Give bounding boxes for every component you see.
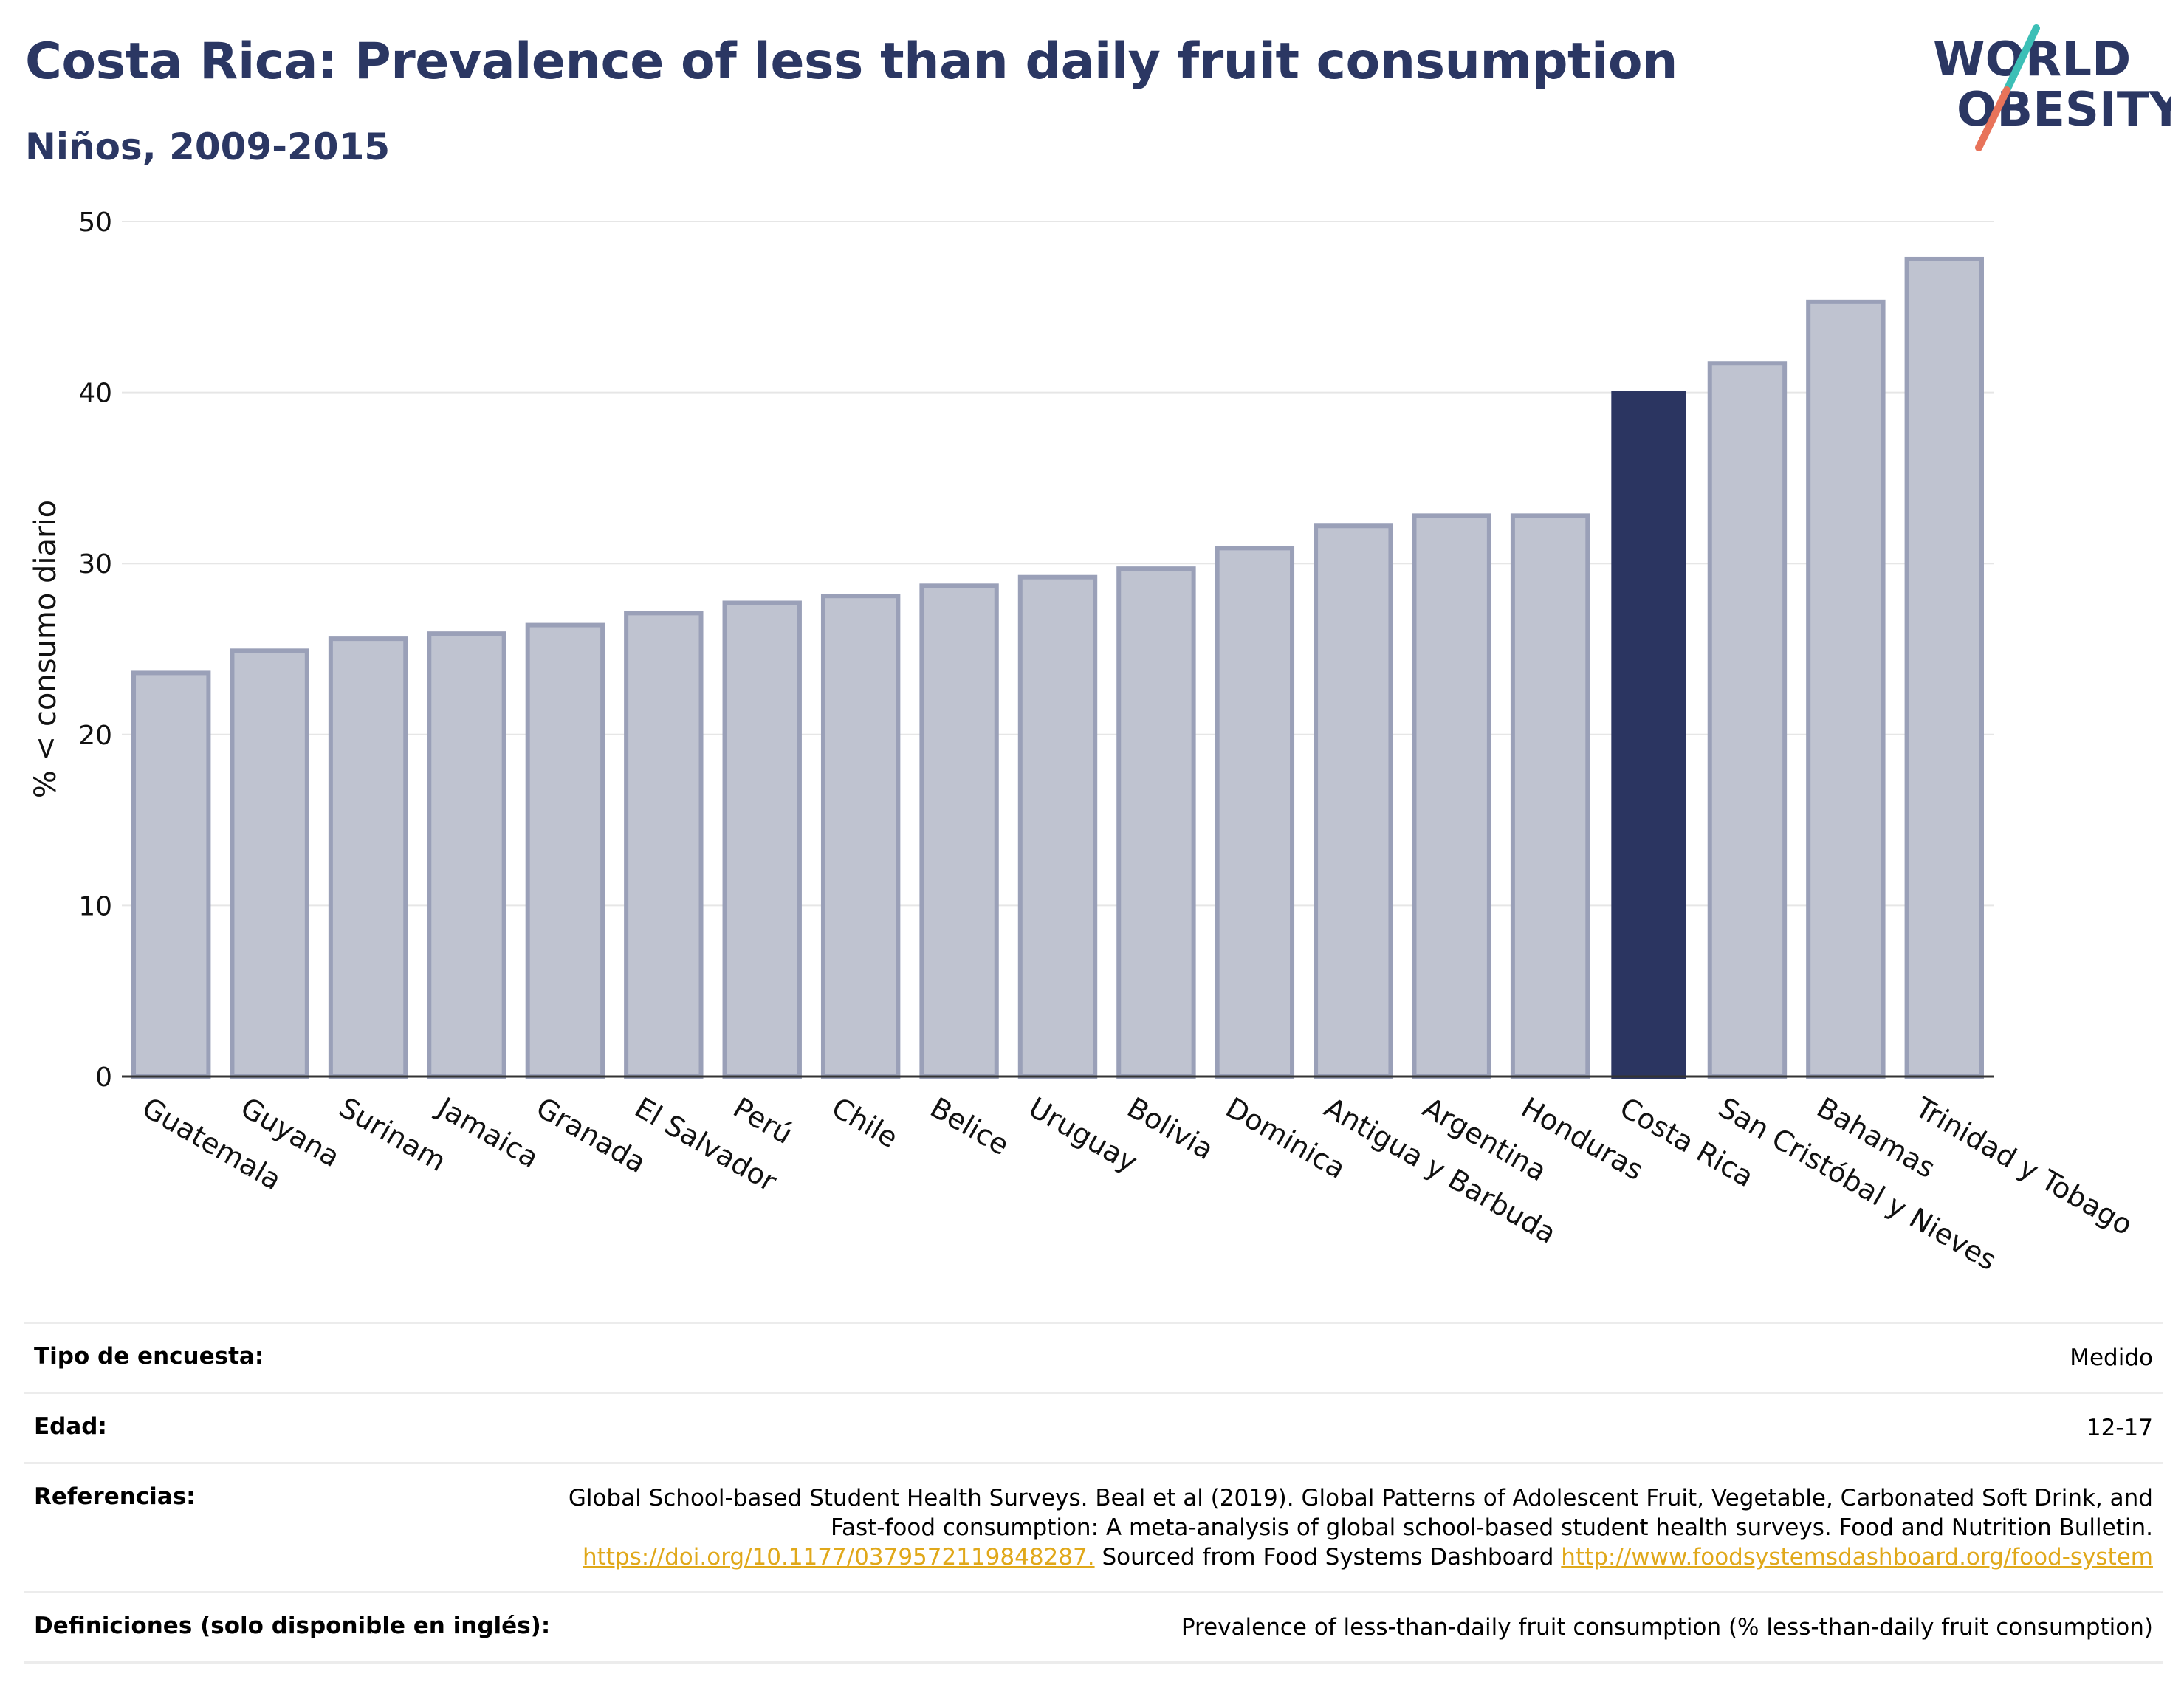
bar-honduras	[1510, 513, 1590, 1079]
definitions-label: Definiciones (solo disponible en inglés)…	[34, 1613, 551, 1639]
age-value: 12-17	[2086, 1415, 2153, 1441]
definitions-value: Prevalence of less-than-daily fruit cons…	[1181, 1614, 2153, 1641]
bar-per-	[722, 600, 802, 1079]
info-row-references: Referencias: Global School-based Student…	[24, 1462, 2163, 1591]
bar-argentina	[1412, 513, 1491, 1079]
bar-guatemala	[131, 670, 211, 1079]
doi-link[interactable]: https://doi.org/10.1177/0379572119848287…	[583, 1544, 1095, 1570]
survey-type-label: Tipo de encuesta:	[34, 1343, 264, 1370]
references-text-2: Sourced from Food Systems Dashboard	[1102, 1544, 1554, 1570]
y-tick-label: 40	[78, 379, 112, 409]
bar-el-salvador	[624, 611, 704, 1079]
bar-dominica	[1215, 546, 1295, 1079]
x-tick-label: Belice	[925, 1091, 1014, 1162]
references-value: Global School-based Student Health Surve…	[529, 1483, 2153, 1572]
bar-san-crist-bal-y-nieves	[1707, 361, 1788, 1079]
x-tick-label: Surinam	[334, 1091, 452, 1178]
y-tick-label: 30	[78, 549, 112, 580]
logo-slash-bottom	[1975, 86, 2010, 151]
bar-surinam	[328, 636, 408, 1079]
info-row-definitions: Definiciones (solo disponible en inglés)…	[24, 1591, 2163, 1664]
y-tick-label: 0	[95, 1062, 112, 1093]
bar-bahamas	[1806, 299, 1886, 1079]
x-tick-label: Granada	[531, 1091, 651, 1180]
x-tick-label: Uruguay	[1023, 1091, 1143, 1179]
world-obesity-logo: WORLD OBESITY	[1933, 24, 2171, 151]
food-systems-link[interactable]: http://www.foodsystemsdashboard.org/food…	[1561, 1544, 2153, 1570]
bar-guyana	[230, 648, 309, 1079]
x-tick-label: Jamaica	[431, 1091, 544, 1175]
page-title: Costa Rica: Prevalence of less than dail…	[25, 32, 1678, 91]
page-subtitle: Niños, 2009-2015	[25, 126, 391, 168]
x-tick-label: Perú	[728, 1091, 798, 1150]
bar-bolivia	[1116, 566, 1196, 1079]
age-label: Edad:	[34, 1413, 107, 1440]
x-tick-label: Chile	[826, 1091, 903, 1155]
bar-costa-rica	[1611, 391, 1686, 1079]
bar-granada	[525, 622, 605, 1079]
logo-slash-top	[2003, 24, 2040, 94]
survey-type-value: Medido	[2070, 1345, 2153, 1371]
bar-antigua-y-barbuda	[1314, 523, 1393, 1079]
bar-belice	[919, 583, 999, 1079]
bar-chart: 0 10 20 30 40 50 GuatemalaGuyanaSurinamJamaic…	[29, 207, 2138, 1277]
y-tick-label: 20	[78, 721, 112, 751]
info-row-age: Edad: 12-17	[24, 1392, 2163, 1462]
bar-chile	[820, 594, 901, 1079]
y-axis-ticks: 0 10 20 30 40 50	[78, 207, 112, 1093]
bars	[131, 256, 1984, 1079]
bar-trinidad-y-tobago	[1904, 256, 1984, 1079]
y-tick-label: 10	[78, 891, 112, 921]
references-label: Referencias:	[34, 1483, 196, 1510]
bar-jamaica	[427, 631, 506, 1079]
references-text-1: Global School-based Student Health Surve…	[568, 1485, 2153, 1541]
info-row-survey-type: Tipo de encuesta: Medido	[24, 1322, 2163, 1392]
bar-uruguay	[1017, 574, 1098, 1079]
y-axis-title: % < consumo diario	[29, 500, 63, 798]
info-table: Tipo de encuesta: Medido Edad: 12-17 Ref…	[24, 1322, 2163, 1664]
y-tick-label: 50	[78, 207, 112, 238]
